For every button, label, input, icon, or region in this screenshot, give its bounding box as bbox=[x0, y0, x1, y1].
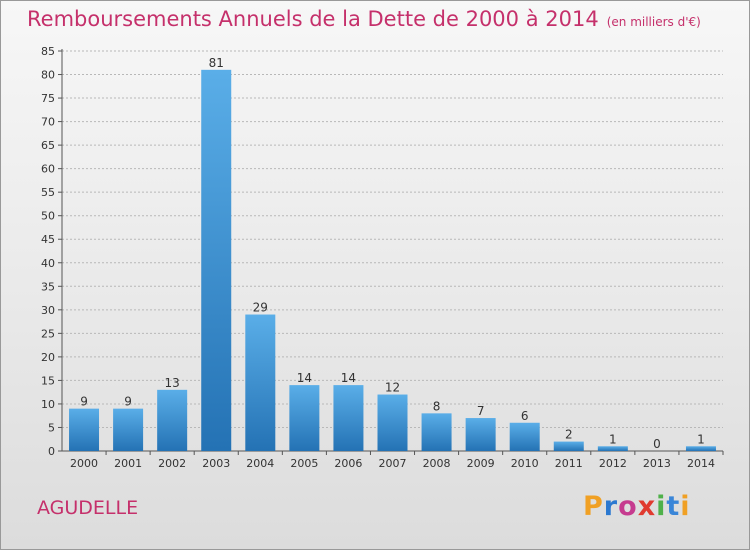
y-tick-label: 20 bbox=[41, 351, 55, 364]
x-tick-label-2008: 2008 bbox=[423, 457, 451, 470]
bar-2010 bbox=[509, 422, 540, 451]
data-label-2010: 6 bbox=[521, 409, 529, 423]
y-tick-label: 10 bbox=[41, 398, 55, 411]
y-tick-label: 60 bbox=[41, 163, 55, 176]
x-tick-label-2012: 2012 bbox=[599, 457, 627, 470]
x-tick-label-2001: 2001 bbox=[114, 457, 142, 470]
bar-2003 bbox=[201, 69, 232, 451]
y-tick-label: 15 bbox=[41, 374, 55, 387]
y-tick-label: 35 bbox=[41, 280, 55, 293]
logo-letter: x bbox=[637, 491, 657, 522]
data-label-2005: 14 bbox=[297, 371, 312, 385]
data-label-2014: 1 bbox=[697, 432, 705, 446]
logo-letter: t bbox=[666, 491, 681, 522]
x-tick-label-2009: 2009 bbox=[467, 457, 495, 470]
x-tick-label-2006: 2006 bbox=[334, 457, 362, 470]
x-tick-label-2013: 2013 bbox=[643, 457, 671, 470]
y-tick-label: 80 bbox=[41, 69, 55, 82]
logo-letter: r bbox=[603, 491, 619, 522]
data-label-2008: 8 bbox=[433, 399, 441, 413]
commune-name: AGUDELLE bbox=[37, 497, 139, 519]
data-label-2002: 13 bbox=[165, 376, 180, 390]
data-label-2007: 12 bbox=[385, 381, 400, 395]
y-tick-label: 40 bbox=[41, 257, 55, 270]
bar-2011 bbox=[553, 441, 584, 451]
x-tick-label-2011: 2011 bbox=[555, 457, 583, 470]
y-tick-label: 25 bbox=[41, 327, 55, 340]
x-tick-label-2005: 2005 bbox=[290, 457, 318, 470]
y-tick-label: 75 bbox=[41, 92, 55, 105]
y-tick-label: 65 bbox=[41, 139, 55, 152]
x-tick-label-2002: 2002 bbox=[158, 457, 186, 470]
y-tick-label: 0 bbox=[48, 445, 55, 458]
logo-letter: i bbox=[680, 491, 691, 522]
data-label-2006: 14 bbox=[341, 371, 356, 385]
y-tick-label: 50 bbox=[41, 210, 55, 223]
bar-2000 bbox=[69, 408, 100, 451]
y-tick-label: 5 bbox=[48, 421, 55, 434]
bar-2014 bbox=[685, 446, 716, 451]
y-tick-label: 45 bbox=[41, 233, 55, 246]
x-tick-label-2000: 2000 bbox=[70, 457, 98, 470]
data-label-2001: 9 bbox=[124, 395, 132, 409]
x-tick-label-2010: 2010 bbox=[511, 457, 539, 470]
y-tick-label: 30 bbox=[41, 304, 55, 317]
bar-2007 bbox=[377, 394, 408, 451]
logo-letter: P bbox=[583, 491, 604, 522]
y-tick-label: 55 bbox=[41, 186, 55, 199]
x-tick-label-2003: 2003 bbox=[202, 457, 230, 470]
data-label-2003: 81 bbox=[209, 56, 224, 70]
bar-2008 bbox=[421, 413, 452, 451]
bar-2009 bbox=[465, 418, 496, 451]
bar-2006 bbox=[333, 385, 364, 451]
bar-2012 bbox=[597, 446, 628, 451]
proxiti-logo: Proxiti bbox=[583, 491, 691, 522]
data-label-2013: 0 bbox=[653, 437, 661, 451]
data-label-2011: 2 bbox=[565, 428, 573, 442]
bar-2005 bbox=[289, 385, 320, 451]
data-label-2004: 29 bbox=[253, 301, 268, 315]
bar-2001 bbox=[113, 408, 144, 451]
data-label-2000: 9 bbox=[80, 395, 88, 409]
bar-2002 bbox=[157, 389, 188, 451]
x-tick-label-2014: 2014 bbox=[687, 457, 715, 470]
logo-letter: i bbox=[656, 491, 667, 522]
data-label-2012: 1 bbox=[609, 432, 617, 446]
x-tick-label-2007: 2007 bbox=[379, 457, 407, 470]
chart-unit: (en milliers d'€) bbox=[606, 15, 701, 29]
y-tick-label: 70 bbox=[41, 116, 55, 129]
x-tick-label-2004: 2004 bbox=[246, 457, 274, 470]
data-label-2009: 7 bbox=[477, 404, 485, 418]
logo-letter: o bbox=[618, 491, 638, 522]
y-tick-label: 85 bbox=[41, 45, 55, 58]
chart-title: Remboursements Annuels de la Dette de 20… bbox=[27, 7, 701, 31]
bar-2004 bbox=[245, 314, 276, 451]
chart-title-text: Remboursements Annuels de la Dette de 20… bbox=[27, 7, 599, 31]
